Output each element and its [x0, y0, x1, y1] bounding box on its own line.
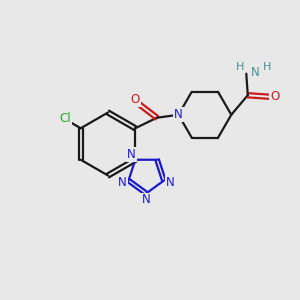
Text: N: N — [142, 194, 151, 206]
Text: H: H — [236, 62, 244, 72]
Text: O: O — [270, 90, 279, 103]
Text: N: N — [174, 108, 183, 121]
Text: N: N — [127, 148, 136, 161]
Text: N: N — [166, 176, 175, 189]
Text: N: N — [118, 176, 127, 189]
Text: O: O — [130, 93, 140, 106]
Text: H: H — [263, 62, 272, 72]
Text: N: N — [251, 66, 260, 79]
Text: Cl: Cl — [59, 112, 71, 125]
